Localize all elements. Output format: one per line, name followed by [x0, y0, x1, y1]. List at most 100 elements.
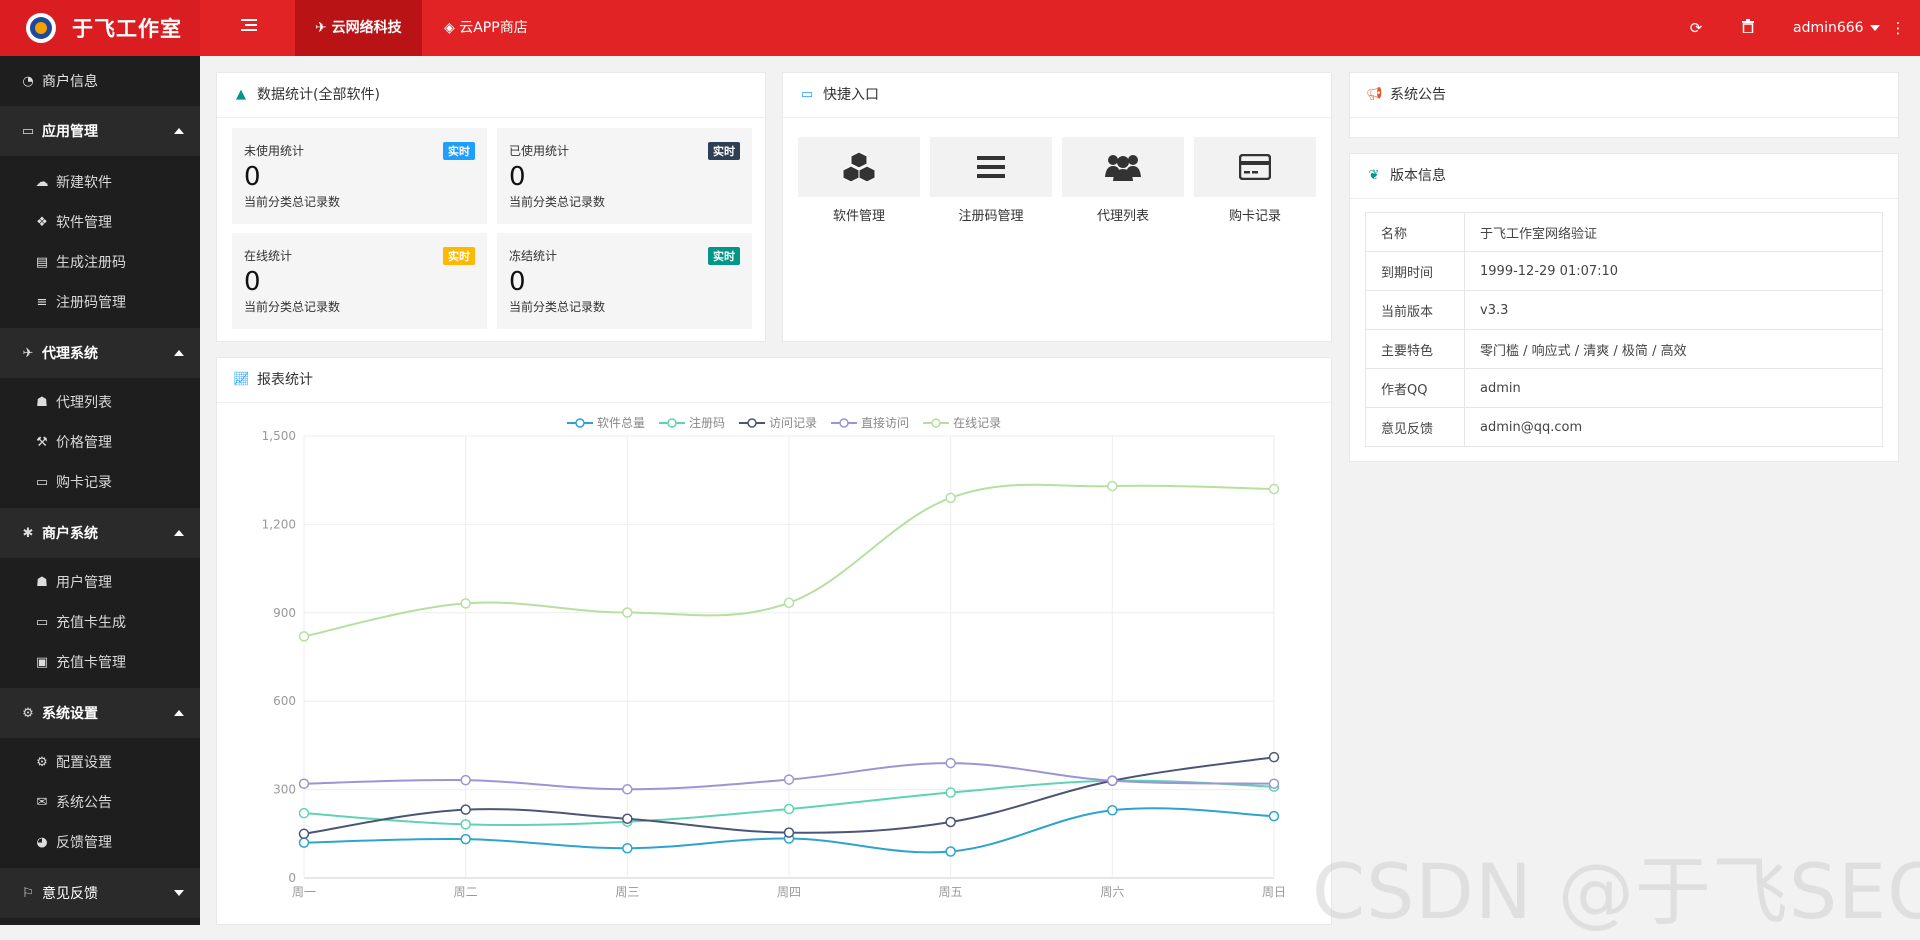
sidebar-item-price-management[interactable]: ⚒ 价格管理	[0, 422, 200, 462]
quick-label: 购卡记录	[1228, 209, 1281, 224]
stat-value: 0	[244, 267, 261, 297]
tab-cloud-network[interactable]: ✈ 云网络科技	[295, 0, 422, 56]
credit-card-icon: ▭	[35, 614, 49, 630]
refresh-icon[interactable]: ⟳	[1689, 19, 1703, 37]
username: admin666	[1793, 20, 1864, 36]
sidebar-section-system-settings[interactable]: ⚙ 系统设置	[0, 688, 200, 738]
table-row: 当前版本 v3.3	[1365, 290, 1883, 330]
quick-purchase-records[interactable]: 购卡记录	[1194, 137, 1316, 224]
data-point	[460, 774, 471, 786]
tab-app-store[interactable]: ◈ 云APP商店	[424, 0, 548, 56]
status-badge: 实时	[443, 142, 475, 160]
version-panel-title: 版本信息	[1390, 168, 1446, 184]
stat-value: 0	[509, 267, 526, 297]
legend-item[interactable]: 访问记录	[739, 414, 817, 431]
data-point	[460, 819, 471, 830]
stat-value: 0	[509, 162, 526, 192]
sidebar-item-merchant-info[interactable]: ◔ 商户信息	[0, 56, 200, 106]
stat-card-online: 在线统计 实时 0 当前分类总记录数	[232, 233, 487, 329]
cubes-icon: ❖	[36, 214, 48, 230]
y-tick-label: 0	[288, 871, 296, 885]
data-point	[460, 598, 471, 609]
table-key: 意见反馈	[1365, 407, 1465, 447]
sidebar-item-label: 新建软件	[56, 175, 112, 191]
quick-label: 软件管理	[832, 209, 885, 224]
sidebar-item-feedback-management[interactable]: ◕ 反馈管理	[0, 822, 200, 862]
tab-label: 云网络科技	[331, 20, 402, 36]
sidebar-item-generate-code[interactable]: ▤ 生成注册码	[0, 242, 200, 282]
legend-label: 软件总量	[597, 416, 646, 430]
data-point	[1107, 804, 1118, 816]
table-key: 作者QQ	[1365, 368, 1465, 408]
quick-panel-title: 快捷入口	[823, 87, 879, 103]
data-point	[945, 846, 956, 857]
quick-access-panel: ▭ 快捷入口 软件管理 注册码管理 代理列表 购卡记录	[782, 72, 1332, 342]
legend-swatch	[831, 417, 858, 428]
sidebar-item-software-management[interactable]: ❖ 软件管理	[0, 202, 200, 242]
sidebar-item-system-notice[interactable]: ✉ 系统公告	[0, 782, 200, 822]
brand-logo[interactable]: 于飞工作室	[0, 0, 200, 56]
stat-desc: 当前分类总记录数	[244, 195, 341, 209]
sidebar-item-label: 生成注册码	[56, 255, 126, 271]
quick-label: 代理列表	[1096, 209, 1149, 224]
sidebar-item-label: 配置设置	[56, 755, 112, 771]
sidebar-item-new-software[interactable]: ☁ 新建软件	[0, 162, 200, 202]
legend-swatch	[739, 417, 766, 428]
menu-toggle-icon[interactable]	[240, 18, 258, 36]
legend-swatch	[659, 417, 686, 428]
notice-panel-header: 📢︎ 系统公告	[1350, 73, 1898, 118]
data-point	[783, 803, 795, 815]
stat-desc: 当前分类总记录数	[509, 300, 606, 314]
table-key: 名称	[1365, 212, 1465, 252]
version-panel: ❦ 版本信息 名称 于飞工作室网络验证 到期时间 1999-12-29 01:07:…	[1349, 153, 1899, 462]
sidebar: ◔ 商户信息 ▭ 应用管理 ☁ 新建软件 ❖ 软件管理 ▤ 生成注册码 ≡ 注册码管理 ✈ 代…	[0, 56, 200, 925]
quick-panel-header: ▭ 快捷入口	[783, 73, 1331, 118]
trash-icon[interactable]	[1738, 18, 1758, 38]
sidebar-section-merchant-system[interactable]: ✱ 商户系统	[0, 508, 200, 558]
caret-up-icon	[174, 128, 184, 134]
sidebar-section-agent-system[interactable]: ✈ 代理系统	[0, 328, 200, 378]
sidebar-item-label: 充值卡生成	[56, 615, 126, 631]
data-point	[783, 597, 795, 609]
legend-label: 访问记录	[769, 416, 818, 430]
y-tick-label: 1,500	[262, 429, 296, 443]
sidebar-item-recharge-management[interactable]: ▣ 充值卡管理	[0, 642, 200, 682]
pie-chart-icon: ◕	[36, 834, 48, 850]
report-panel-header: 📈︎ 报表统计	[217, 358, 1331, 403]
sidebar-item-user-management[interactable]: ☗ 用户管理	[0, 562, 200, 602]
sidebar-section-feedback[interactable]: ⚐ 意见反馈	[0, 868, 200, 918]
sidebar-section-app-management[interactable]: ▭ 应用管理	[0, 106, 200, 156]
table-row: 作者QQ admin	[1365, 368, 1883, 408]
quick-software-management[interactable]: 软件管理	[798, 137, 920, 224]
gavel-icon: ⚒	[36, 434, 48, 450]
status-badge: 实时	[708, 247, 740, 265]
comments-icon: ✉	[36, 794, 48, 810]
table-value: admin	[1464, 368, 1883, 408]
quick-agent-list[interactable]: 代理列表	[1062, 137, 1184, 224]
sidebar-item-code-management[interactable]: ≡ 注册码管理	[0, 282, 200, 322]
caret-up-icon	[174, 710, 184, 716]
legend-item[interactable]: 直接访问	[831, 414, 909, 431]
quick-code-management[interactable]: 注册码管理	[930, 137, 1052, 224]
more-vertical-icon[interactable]: ⋮	[1890, 19, 1906, 37]
sidebar-item-agent-list[interactable]: ☗ 代理列表	[0, 382, 200, 422]
y-tick-label: 900	[273, 606, 296, 620]
sidebar-item-purchase-records[interactable]: ▭ 购卡记录	[0, 462, 200, 502]
users-icon: ☗	[36, 394, 48, 410]
legend-item[interactable]: 软件总量	[567, 414, 645, 431]
notice-panel-title: 系统公告	[1390, 87, 1446, 103]
data-point	[622, 784, 633, 795]
sidebar-item-label: 代理系统	[42, 346, 98, 362]
version-table: 名称 于飞工作室网络验证 到期时间 1999-12-29 01:07:10 当前版本…	[1365, 212, 1883, 447]
y-tick-label: 600	[273, 694, 296, 708]
sidebar-item-recharge-generate[interactable]: ▭ 充值卡生成	[0, 602, 200, 642]
legend-item[interactable]: 注册码	[659, 414, 725, 431]
version-panel-header: ❦ 版本信息	[1350, 154, 1898, 199]
stat-card-frozen: 冻结统计 实时 0 当前分类总记录数	[497, 233, 752, 329]
cogs-icon: ⚙	[22, 705, 34, 721]
x-tick-label: 周二	[454, 885, 478, 899]
legend-item[interactable]: 在线记录	[923, 414, 1001, 431]
user-menu[interactable]: admin666	[1793, 0, 1880, 56]
sidebar-item-config[interactable]: ⚙ 配置设置	[0, 742, 200, 782]
stat-value: 0	[244, 162, 261, 192]
